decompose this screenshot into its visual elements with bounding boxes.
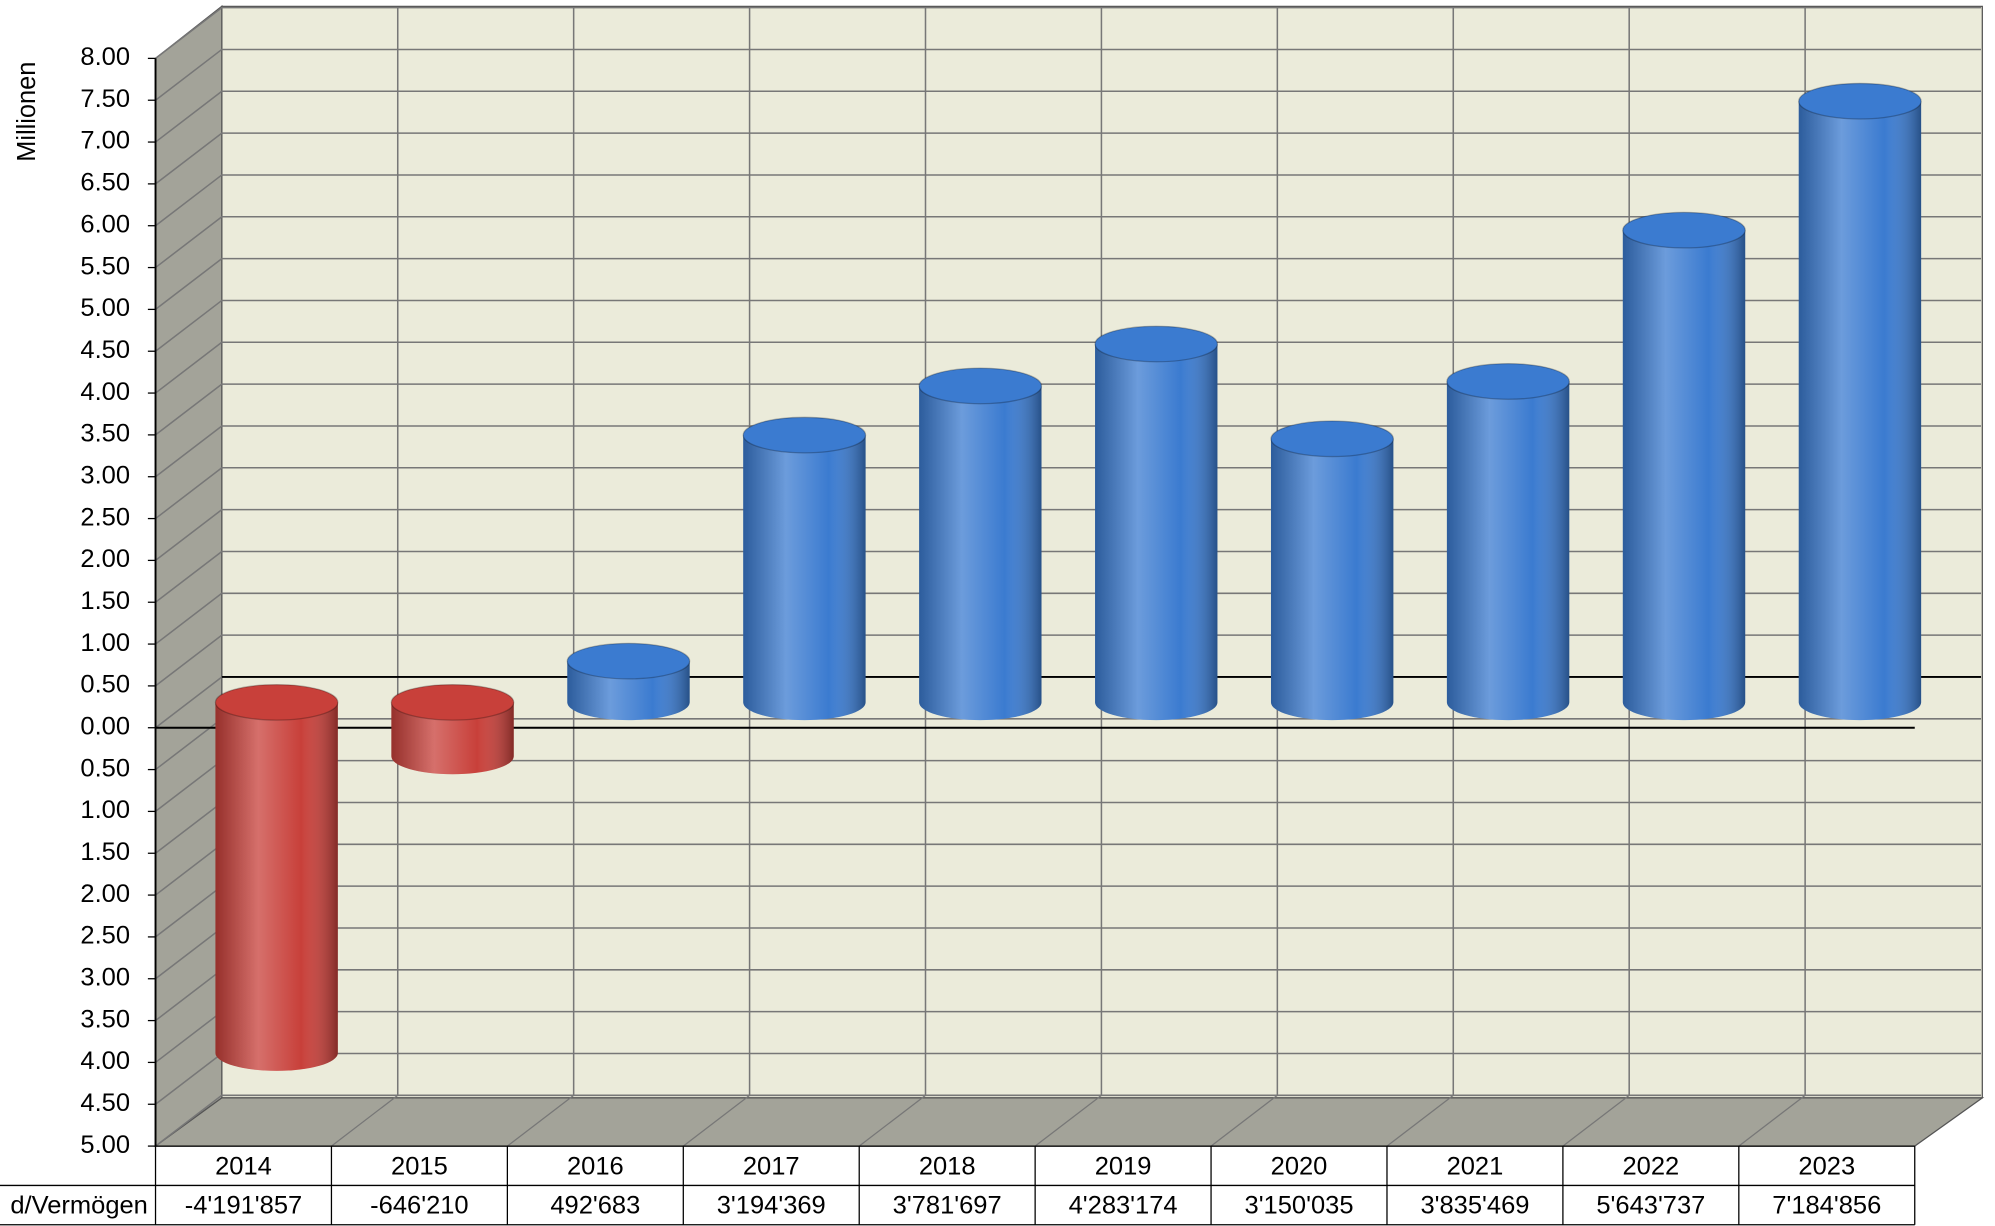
bar-cap (1622, 211, 1746, 249)
y-tick-label: 7.00 (80, 127, 130, 155)
grid-line (155, 216, 1982, 269)
floor-line (1738, 1094, 1806, 1147)
grid-line (155, 174, 1982, 227)
table-value: 3'150'035 (1245, 1192, 1354, 1220)
grid-line (155, 132, 1982, 185)
y-tick-label: 1.00 (80, 796, 130, 824)
grid-line (155, 425, 1982, 478)
y-tick-label: 0.50 (80, 754, 130, 782)
y-tick-label: 8.00 (80, 43, 130, 71)
bar-shade (1446, 381, 1570, 721)
x-tick-label: 2021 (1447, 1152, 1504, 1180)
bar-cap (214, 683, 339, 721)
grid-line (155, 508, 1982, 562)
floor-line (331, 1094, 399, 1147)
bar-cap (742, 416, 867, 454)
bar-shade (1622, 230, 1746, 721)
floor-line (506, 1094, 575, 1147)
floor-line (1210, 1094, 1278, 1147)
y-tick-label: 4.00 (80, 378, 130, 406)
x-tick-label: 2018 (919, 1152, 976, 1180)
grid-line (155, 550, 1982, 603)
x-tick-label: 2015 (391, 1152, 448, 1180)
table-value: -4'191'857 (185, 1192, 302, 1220)
grid-line (155, 90, 1982, 143)
grid-line (155, 299, 1982, 352)
bar-cap (1446, 363, 1570, 400)
table-value: 3'781'697 (893, 1192, 1002, 1220)
bar-shade (215, 702, 338, 1071)
bar-cap (1094, 325, 1219, 363)
bar-shade (1095, 343, 1218, 721)
bar-cap (1798, 82, 1922, 120)
grid-line (155, 6, 1982, 59)
y-tick-label: 3.50 (80, 420, 130, 448)
y-tick-label: 3.00 (80, 461, 130, 489)
y-axis-title: Millionen (13, 62, 41, 162)
y-tick-label: 4.50 (80, 1089, 130, 1117)
floor-line (1386, 1094, 1454, 1147)
y-tick-label: 5.50 (80, 252, 130, 280)
table-value: 7'184'856 (1772, 1192, 1881, 1220)
y-tick-label: 6.50 (80, 169, 130, 197)
y-tick-label: 3.00 (80, 964, 130, 992)
table-value: 492'683 (550, 1192, 640, 1220)
floor-line (858, 1094, 926, 1147)
table-value: 3'194'369 (717, 1192, 826, 1220)
bar-shade (391, 702, 514, 775)
bar-cap (1270, 420, 1394, 458)
y-tick-label: 2.50 (80, 922, 130, 950)
y-tick-label: 0.50 (80, 671, 130, 699)
y-tick-label: 6.00 (80, 210, 130, 238)
table-value: -646'210 (370, 1192, 468, 1220)
bar-cap (390, 683, 515, 721)
floor (153, 1097, 1985, 1147)
bar-cap (918, 367, 1043, 405)
y-tick-label: 2.00 (80, 880, 130, 908)
y-tick-label: 0.00 (80, 712, 130, 740)
table-value: 5'643'737 (1596, 1192, 1705, 1220)
y-tick-label: 7.50 (80, 85, 130, 113)
bar-cap (566, 642, 691, 680)
bar-shade (1270, 438, 1394, 721)
grid-line (155, 383, 1982, 436)
x-tick-label: 2020 (1271, 1152, 1328, 1180)
table-value: 3'835'469 (1420, 1192, 1529, 1220)
grid-line (155, 1094, 1982, 1147)
table-value: 4'283'174 (1069, 1192, 1178, 1220)
y-tick-label: 5.00 (80, 294, 130, 322)
bar-shade (743, 435, 866, 721)
x-tick-label: 2017 (743, 1152, 800, 1180)
y-tick-label: 1.00 (80, 629, 130, 657)
y-tick-label: 3.50 (80, 1005, 130, 1033)
y-tick-label: 1.50 (80, 838, 130, 866)
y-tick-label: 4.00 (80, 1047, 130, 1075)
legend-label: d/Vermögen (10, 1192, 147, 1220)
x-tick-label: 2022 (1623, 1152, 1680, 1180)
y-tick-label: 2.50 (80, 503, 130, 531)
grid-line (155, 634, 1982, 687)
x-tick-label: 2019 (1095, 1152, 1152, 1180)
grid-line (155, 341, 1982, 394)
grid-line (155, 257, 1982, 310)
y-tick-label: 4.50 (80, 336, 130, 364)
y-tick-label: 1.50 (80, 587, 130, 615)
floor-line (682, 1094, 750, 1147)
bar-shade (1798, 101, 1922, 721)
y-tick-label: 2.00 (80, 545, 130, 573)
x-tick-label: 2016 (567, 1152, 624, 1180)
x-tick-label: 2023 (1798, 1152, 1855, 1180)
grid-line (155, 48, 1982, 101)
grid-line (155, 592, 1982, 645)
floor-line (1034, 1094, 1102, 1147)
floor-line (1562, 1094, 1630, 1147)
grid-line (155, 467, 1982, 520)
y-tick-label: 5.00 (80, 1131, 130, 1159)
x-tick-label: 2014 (215, 1152, 272, 1180)
bar-shade (919, 385, 1042, 721)
